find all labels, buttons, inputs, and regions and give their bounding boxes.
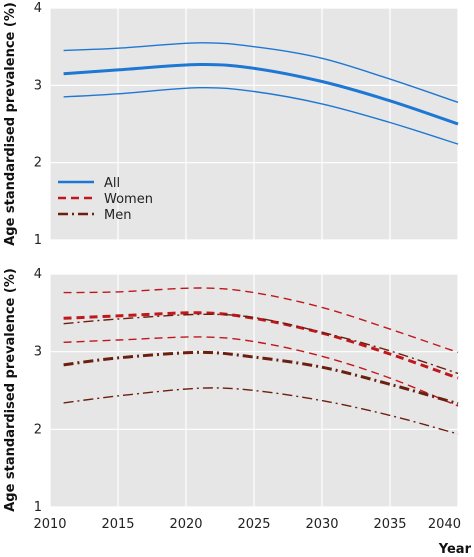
y-tick-label: 3 [34,345,42,360]
x-tick-labels: 2010 2015 2020 2025 2030 2035 2040 [33,517,461,532]
x-tick-label: 2020 [169,517,202,532]
series-line-men-lower-bound [63,387,459,435]
series-line-all-upper-bound [63,42,459,103]
series-line-women-estimate [63,311,459,380]
x-tick-label: 2040 [428,517,461,532]
x-axis-label: Year [438,542,472,557]
series-line-all-lower-bound [63,86,459,145]
y-tick-label: 1 [34,233,42,248]
top-gridlines [49,7,459,241]
top-y-tick-labels: 1 2 3 4 [34,1,42,248]
series-line-women-upper-bound [63,287,459,354]
x-tick-label: 2010 [33,517,66,532]
y-tick-label: 4 [34,1,42,16]
legend-label-all: All [104,176,120,191]
top-panel: 1 2 3 4 Age standardised prevalence (%) All… [3,1,459,248]
bottom-y-axis-label: Age standardised prevalence (%) [3,268,18,512]
x-tick-label: 2035 [373,517,406,532]
y-tick-label: 4 [34,267,42,282]
y-tick-label: 2 [34,422,42,437]
top-series-lines [63,42,459,145]
y-tick-label: 3 [34,78,42,93]
bottom-series-lines [63,287,459,435]
x-tick-label: 2030 [305,517,338,532]
bottom-panel: 1 2 3 4 2010 2015 2020 2025 2030 2035 2040 Age st… [3,267,472,557]
series-line-men-estimate [63,350,459,406]
series-line-men-upper-bound [63,313,459,375]
bottom-y-tick-labels: 1 2 3 4 [34,267,42,515]
x-tick-label: 2025 [237,517,270,532]
top-y-axis-label: Age standardised prevalence (%) [3,2,18,246]
bottom-gridlines [49,273,459,508]
x-tick-label: 2015 [101,517,134,532]
series-line-women-lower-bound [63,336,459,407]
y-tick-label: 1 [34,500,42,515]
series-line-all-estimate [63,62,459,126]
y-tick-label: 2 [34,156,42,171]
legend-label-men: Men [104,208,131,223]
legend-label-women: Women [104,192,153,207]
